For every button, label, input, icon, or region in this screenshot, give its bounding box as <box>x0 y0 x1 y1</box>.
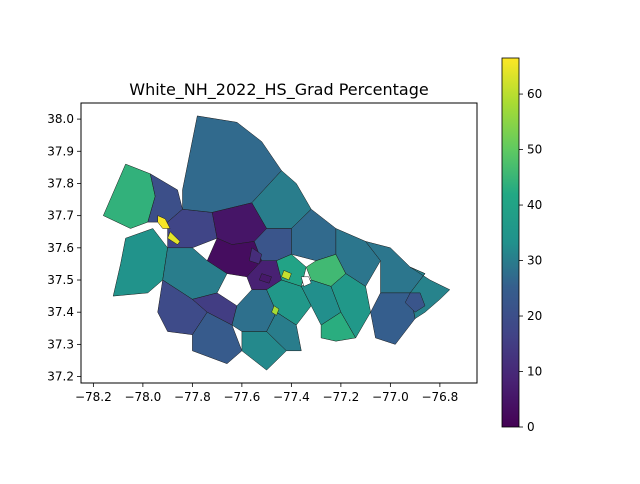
map-regions <box>103 115 451 371</box>
map-region <box>157 215 171 229</box>
y-tick-label: 38.0 <box>47 112 74 126</box>
map-region <box>281 270 292 281</box>
x-tick-label: −78.2 <box>75 390 112 404</box>
x-axis: −78.2 −78.0 −77.8 −77.6 −77.4 −77.2 −77.0 −76.8 <box>75 383 458 404</box>
y-tick-label: 37.8 <box>47 176 74 190</box>
colorbar-tick-label: 30 <box>527 254 542 268</box>
map-region <box>112 228 168 297</box>
x-tick-label: −77.2 <box>322 390 359 404</box>
x-tick-label: −77.8 <box>174 390 211 404</box>
map-title: White_NH_2022_HS_Grad Percentage <box>129 80 428 100</box>
colorbar-axis: 0 10 20 30 40 50 60 <box>519 87 542 434</box>
x-tick-label: −78.0 <box>124 390 161 404</box>
colorbar-tick-label: 40 <box>527 198 542 212</box>
map-region <box>167 231 181 245</box>
y-tick-label: 37.6 <box>47 241 74 255</box>
y-tick-label: 37.2 <box>47 370 74 384</box>
y-tick-label: 37.4 <box>47 305 74 319</box>
x-tick-label: −77.4 <box>273 390 310 404</box>
missing-regions <box>300 276 312 287</box>
x-tick-label: −77.0 <box>372 390 409 404</box>
map-region <box>271 305 280 316</box>
map-region <box>249 247 262 265</box>
colorbar-tick-label: 10 <box>527 365 542 379</box>
colorbar-tick-label: 0 <box>527 420 535 434</box>
y-tick-label: 37.7 <box>47 209 74 223</box>
map-region <box>258 273 272 284</box>
y-axis: 37.2 37.3 37.4 37.5 37.6 37.7 37.8 37.9 38.0 <box>47 112 81 384</box>
colorbar-tick-label: 20 <box>527 309 542 323</box>
map-region <box>103 163 156 229</box>
map-region <box>320 311 356 342</box>
colorbar-tick-label: 60 <box>527 87 542 101</box>
axes-frame <box>80 102 478 384</box>
x-tick-label: −77.6 <box>223 390 260 404</box>
y-tick-label: 37.5 <box>47 273 74 287</box>
map-region <box>404 292 426 313</box>
y-tick-label: 37.9 <box>47 144 74 158</box>
colorbar-tick-label: 50 <box>527 143 542 157</box>
map-region <box>266 311 302 352</box>
colorbar <box>501 57 520 428</box>
map-region <box>330 273 371 339</box>
missing-region <box>300 276 312 287</box>
x-tick-label: −76.8 <box>421 390 458 404</box>
y-tick-label: 37.3 <box>47 337 74 351</box>
map-region <box>241 331 287 371</box>
